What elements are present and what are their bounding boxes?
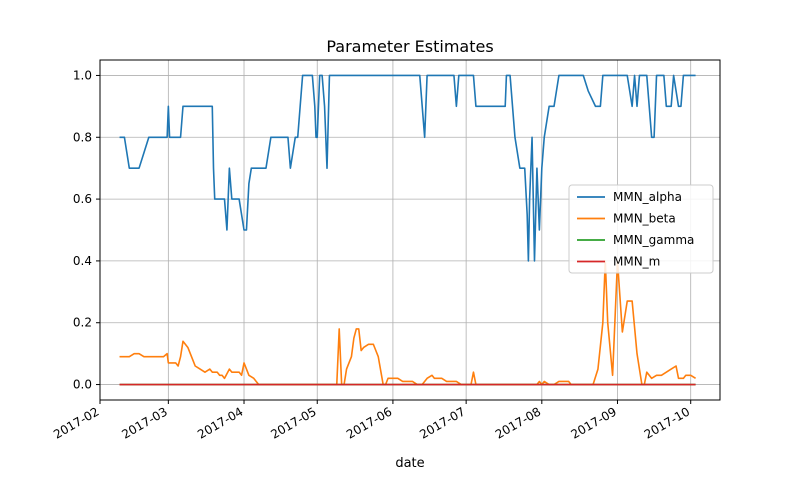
y-tick-label: 0.0 (73, 378, 92, 392)
x-axis-label: date (395, 456, 424, 471)
legend-box (568, 184, 714, 274)
chart-title: Parameter Estimates (326, 37, 493, 56)
y-tick-label: 0.4 (73, 254, 92, 268)
legend: MMN_alpha MMN_beta MMN_gamma MMN_m (568, 184, 714, 274)
legend-label-mmn-beta: MMN_beta (613, 212, 676, 226)
y-tick-label: 1.0 (73, 68, 92, 82)
y-tick-label: 0.6 (73, 192, 92, 206)
series-line-mmn-alpha (119, 74, 696, 262)
y-tick-label: 0.2 (73, 316, 92, 330)
series-lines (119, 74, 697, 386)
legend-label-mmn-gamma: MMN_gamma (613, 233, 694, 247)
y-tick-label: 0.8 (73, 130, 92, 144)
legend-label-mmn-alpha: MMN_alpha (613, 190, 682, 204)
plot-frame (99, 59, 721, 401)
legend-label-mmn-m: MMN_m (613, 255, 660, 269)
